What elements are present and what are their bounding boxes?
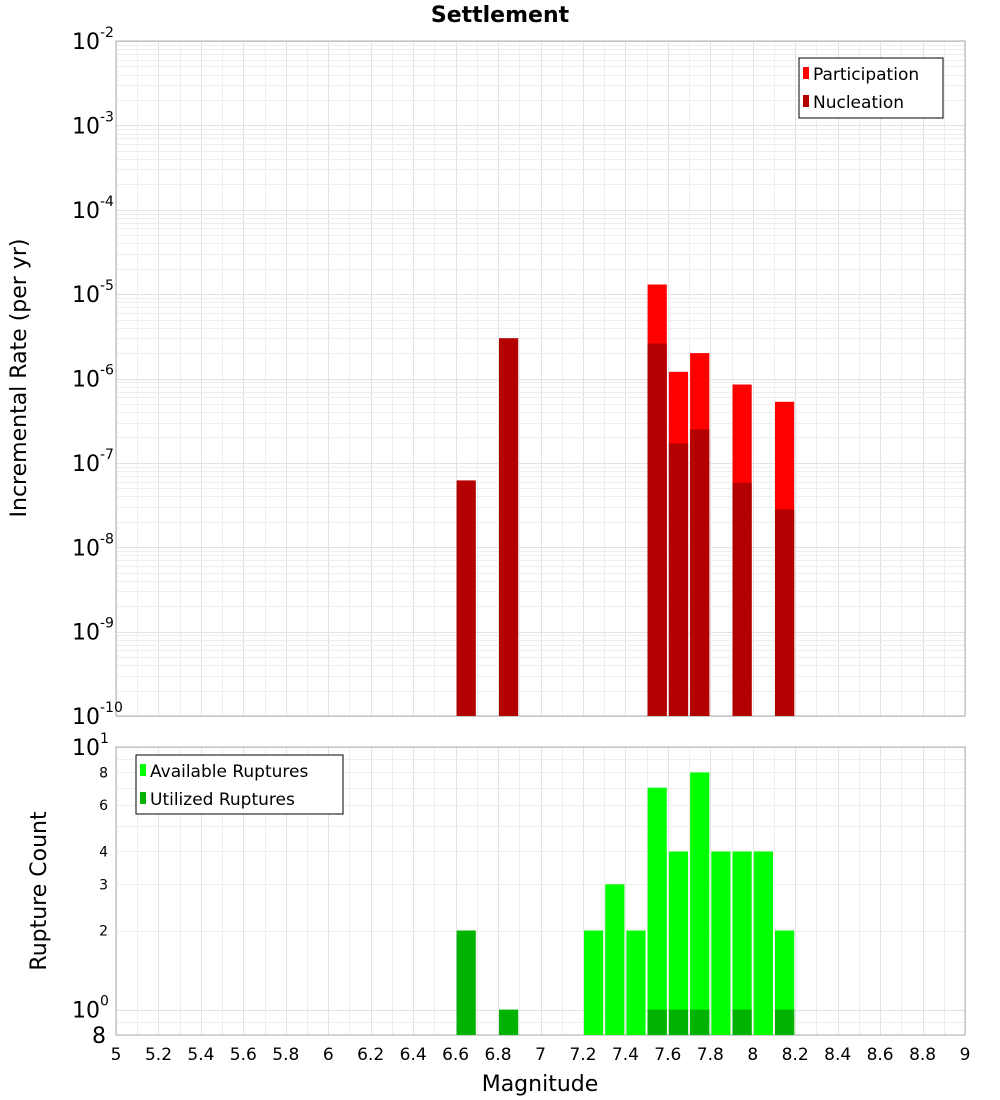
count-y-minor-tick-label: 8 (99, 765, 108, 781)
x-tick-label: 6.2 (357, 1045, 384, 1065)
rate-y-tick-labels: 10-10 10-9 10-8 10-7 10-6 10-5 10-4 10-3 10-2 (72, 25, 123, 730)
x-tick-label: 8.8 (909, 1045, 936, 1065)
x-tick-label: 8.4 (824, 1045, 851, 1065)
x-tick-label: 8 (747, 1045, 758, 1065)
legend-swatch-utilized-ruptures (140, 792, 146, 804)
count-y-minor-tick-label: 4 (99, 845, 108, 861)
rate-y-tick-label: 10-6 (72, 363, 114, 393)
rate-y-tick-label: 10-9 (72, 616, 114, 646)
bar-available-ruptures-7.25 (584, 930, 604, 1035)
bar-nucleation-7.65 (668, 443, 689, 716)
bar-nucleation-7.75 (690, 429, 710, 716)
x-tick-label: 7.8 (697, 1045, 724, 1065)
bar-utilized-ruptures-7.65 (668, 1009, 689, 1035)
legend-label-available-ruptures: Available Ruptures (150, 762, 308, 782)
rate-panel-grid (116, 41, 966, 717)
bar-nucleation-7.95 (732, 482, 752, 716)
count-legend: Available Ruptures Utilized Ruptures (135, 754, 344, 815)
rate-legend: Participation Nucleation (798, 57, 944, 119)
bar-nucleation-6.85 (499, 338, 519, 716)
x-tick-label: 9 (960, 1045, 971, 1065)
count-bars (456, 772, 795, 1035)
bar-nucleation-7.55 (647, 343, 667, 716)
x-tick-label: 8.6 (867, 1045, 894, 1065)
bar-available-ruptures-7.35 (605, 884, 625, 1035)
bar-nucleation-8.15 (775, 509, 795, 716)
legend-label-participation: Participation (813, 65, 919, 85)
x-tick-label: 5 (111, 1045, 122, 1065)
x-tick-label: 6.4 (400, 1045, 427, 1065)
count-y-minor-tick-label: 8 (92, 1024, 106, 1049)
rate-y-tick-label: 10-10 (72, 700, 123, 730)
bar-utilized-ruptures-6.85 (499, 1009, 519, 1035)
rate-y-tick-label: 10-4 (72, 194, 114, 224)
count-y-minor-tick-label: 2 (99, 924, 108, 940)
x-tick-label: 8.2 (782, 1045, 809, 1065)
bar-available-ruptures-7.85 (711, 851, 731, 1035)
x-tick-label: 7.2 (569, 1045, 596, 1065)
x-axis-label: Magnitude (482, 1072, 599, 1097)
bar-available-ruptures-7.95 (732, 851, 752, 1035)
count-y-minor-tick-label: 3 (99, 877, 108, 893)
count-y-tick-label: 101 (72, 731, 109, 761)
rate-y-tick-label: 10-8 (72, 531, 114, 561)
legend-label-nucleation: Nucleation (813, 93, 904, 113)
count-y-axis-label: Rupture Count (27, 811, 52, 971)
bar-utilized-ruptures-7.75 (690, 1009, 710, 1035)
bar-available-ruptures-7.45 (626, 930, 646, 1035)
bar-utilized-ruptures-7.55 (647, 1009, 667, 1035)
rate-y-tick-label: 10-5 (72, 278, 114, 308)
rate-bars (456, 284, 795, 716)
rate-panel: 10-10 10-9 10-8 10-7 10-6 10-5 10-4 10-3 10-2 Se… (7, 3, 966, 730)
x-tick-label: 6.8 (484, 1045, 511, 1065)
x-tick-label: 5.8 (272, 1045, 299, 1065)
x-tick-labels: 5 5.2 5.4 5.6 5.8 6 6.2 6.4 6.6 6.8 7 7.2 7.4 7.6 7.8 8… (111, 1045, 971, 1065)
bar-available-ruptures-8.15 (775, 930, 795, 1035)
count-y-tick-labels: 100 101 8 2 3 4 6 8 (72, 731, 109, 1049)
x-tick-label: 5.6 (230, 1045, 257, 1065)
rate-y-axis-label: Incremental Rate (per yr) (7, 239, 32, 518)
legend-label-utilized-ruptures: Utilized Ruptures (150, 790, 295, 810)
bar-available-ruptures-8.05 (753, 851, 773, 1035)
bar-available-ruptures-7.65 (668, 851, 689, 1035)
bar-available-ruptures-7.75 (690, 772, 710, 1035)
count-legend-box (135, 754, 344, 815)
x-tick-label: 7.4 (612, 1045, 639, 1065)
bar-utilized-ruptures-6.65 (456, 930, 476, 1035)
rate-y-tick-label: 10-2 (72, 25, 114, 55)
bar-available-ruptures-7.55 (647, 787, 667, 1035)
bar-utilized-ruptures-7.95 (732, 1009, 752, 1035)
count-panel: 100 101 8 2 3 4 6 8 5 5.2 5.4 5.6 5.8 6 6.2 6.4 6.6 6.8 7… (27, 731, 970, 1097)
x-tick-label: 6.6 (442, 1045, 469, 1065)
x-tick-label: 7 (535, 1045, 546, 1065)
count-plot-area (115, 746, 966, 1036)
x-tick-label: 7.6 (654, 1045, 681, 1065)
count-y-tick-label: 100 (72, 994, 109, 1024)
legend-swatch-nucleation (803, 95, 809, 107)
bar-nucleation-6.65 (456, 480, 476, 716)
rate-y-tick-label: 10-3 (72, 109, 114, 139)
x-tick-label: 6 (323, 1045, 334, 1065)
bar-utilized-ruptures-8.15 (775, 1009, 795, 1035)
x-tick-label: 5.4 (187, 1045, 214, 1065)
legend-swatch-participation (803, 67, 809, 79)
x-tick-label: 5.2 (145, 1045, 172, 1065)
chart-title: Settlement (431, 3, 570, 28)
rate-plot-area (115, 40, 966, 717)
count-y-minor-tick-label: 6 (99, 798, 108, 814)
rate-legend-box (798, 57, 944, 119)
legend-swatch-available-ruptures (140, 764, 146, 776)
rate-y-tick-label: 10-7 (72, 447, 114, 477)
